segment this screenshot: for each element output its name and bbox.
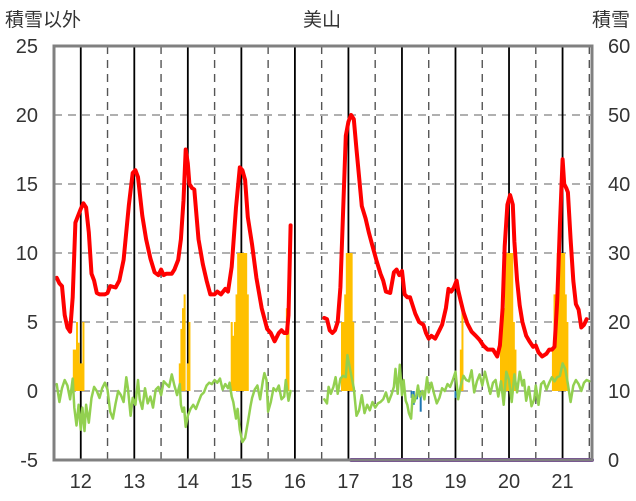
plot-frame bbox=[52, 44, 594, 462]
y-left-tick-label: 15 bbox=[16, 174, 38, 196]
precipitation-bar bbox=[180, 328, 183, 391]
y-right-tick-label: 50 bbox=[608, 105, 630, 127]
x-tick-label: 12 bbox=[70, 471, 92, 493]
temperature-line bbox=[54, 147, 293, 344]
precipitation-bar bbox=[506, 253, 509, 391]
precipitation-bar bbox=[551, 349, 554, 391]
x-tick-label: 14 bbox=[177, 471, 199, 493]
precipitation-bar bbox=[79, 363, 82, 391]
precipitation-bar bbox=[188, 322, 191, 391]
precipitation-bar bbox=[82, 322, 85, 391]
negative_bars-bar bbox=[410, 391, 413, 398]
precipitation-bar bbox=[512, 322, 515, 391]
temperature-line bbox=[322, 113, 589, 359]
precipitation-bar bbox=[183, 294, 186, 391]
precipitation-bar bbox=[514, 349, 517, 391]
precipitation-bar bbox=[285, 308, 288, 391]
precipitation-bar bbox=[246, 294, 249, 391]
precipitation-bar bbox=[561, 253, 564, 391]
y-right-tick-label: 20 bbox=[608, 312, 630, 334]
precipitation-bar bbox=[182, 308, 185, 391]
precipitation-bar bbox=[230, 322, 233, 391]
precipitation-bar bbox=[509, 253, 512, 391]
precipitation-bar bbox=[564, 294, 567, 391]
y-left-tick-label: 5 bbox=[27, 312, 38, 334]
precipitation-bar bbox=[566, 322, 569, 391]
precipitation-bar bbox=[563, 253, 566, 391]
x-tick-label: 13 bbox=[123, 471, 145, 493]
precipitation-bar bbox=[245, 253, 248, 391]
precipitation-bar bbox=[511, 253, 514, 391]
precipitation-bar bbox=[345, 253, 348, 391]
precipitation-bar bbox=[344, 294, 347, 391]
precipitation-bar bbox=[349, 253, 352, 391]
precipitation-bar bbox=[80, 363, 83, 391]
negative_bars-bar bbox=[419, 391, 422, 412]
precipitation-bar bbox=[559, 253, 562, 391]
right-axis-label: 積雪 bbox=[592, 9, 630, 31]
precipitation-bar bbox=[232, 335, 235, 391]
precipitation-bar bbox=[241, 253, 244, 391]
precipitation-bar bbox=[508, 253, 511, 391]
y-left-tick-label: 0 bbox=[27, 381, 38, 403]
x-tick-label: 15 bbox=[230, 471, 252, 493]
wind-line bbox=[55, 371, 292, 444]
precipitation-bar bbox=[238, 253, 241, 391]
precipitation-bar bbox=[558, 253, 561, 391]
precipitation-bars bbox=[72, 253, 569, 412]
y-left-tick-label: 10 bbox=[16, 243, 38, 265]
left-axis-label: 積雪以外 bbox=[5, 9, 81, 31]
precipitation-bar bbox=[503, 308, 506, 391]
precipitation-bar bbox=[287, 280, 290, 391]
precipitation-bar bbox=[77, 342, 80, 391]
precipitation-bar bbox=[504, 253, 507, 391]
x-tick-label: 19 bbox=[444, 471, 466, 493]
precipitation-bar bbox=[347, 253, 350, 391]
precipitation-bar bbox=[342, 322, 345, 391]
precipitation-bar bbox=[459, 349, 462, 391]
precipitation-bar bbox=[352, 322, 355, 391]
precipitation-bar bbox=[501, 322, 504, 391]
y-left-tick-label: 25 bbox=[16, 36, 38, 58]
x-tick-label: 21 bbox=[551, 471, 573, 493]
x-tick-label: 17 bbox=[337, 471, 359, 493]
precipitation-bar bbox=[186, 363, 189, 391]
wind-line bbox=[323, 353, 591, 420]
precipitation-bar bbox=[235, 294, 238, 391]
precipitation-bar bbox=[341, 322, 344, 391]
x-tick-label: 20 bbox=[498, 471, 520, 493]
precipitation-bar bbox=[233, 322, 236, 391]
y-right-tick-label: 30 bbox=[608, 243, 630, 265]
precipitation-bar bbox=[72, 349, 75, 391]
y-right-tick-label: 10 bbox=[608, 381, 630, 403]
precipitation-bar bbox=[74, 349, 77, 391]
y-right-tick-label: 40 bbox=[608, 174, 630, 196]
precipitation-bar bbox=[243, 253, 246, 391]
y-right-tick-label: 0 bbox=[608, 450, 619, 472]
x-tick-label: 18 bbox=[391, 471, 413, 493]
precipitation-bar bbox=[350, 253, 353, 391]
y-left-tick-label: -5 bbox=[20, 450, 38, 472]
precipitation-bar bbox=[499, 335, 502, 391]
y-right-tick-label: 60 bbox=[608, 36, 630, 58]
precipitation-bar bbox=[237, 253, 240, 391]
precipitation-bar bbox=[461, 308, 464, 391]
y-left-tick-label: 20 bbox=[16, 105, 38, 127]
precipitation-bar bbox=[76, 322, 79, 391]
chart-title: 美山 bbox=[303, 9, 341, 31]
precipitation-bar bbox=[178, 363, 181, 391]
plot-border bbox=[52, 44, 594, 462]
precipitation-bar bbox=[240, 253, 243, 391]
negative_bars-bar bbox=[454, 391, 457, 398]
x-tick-label: 16 bbox=[284, 471, 306, 493]
